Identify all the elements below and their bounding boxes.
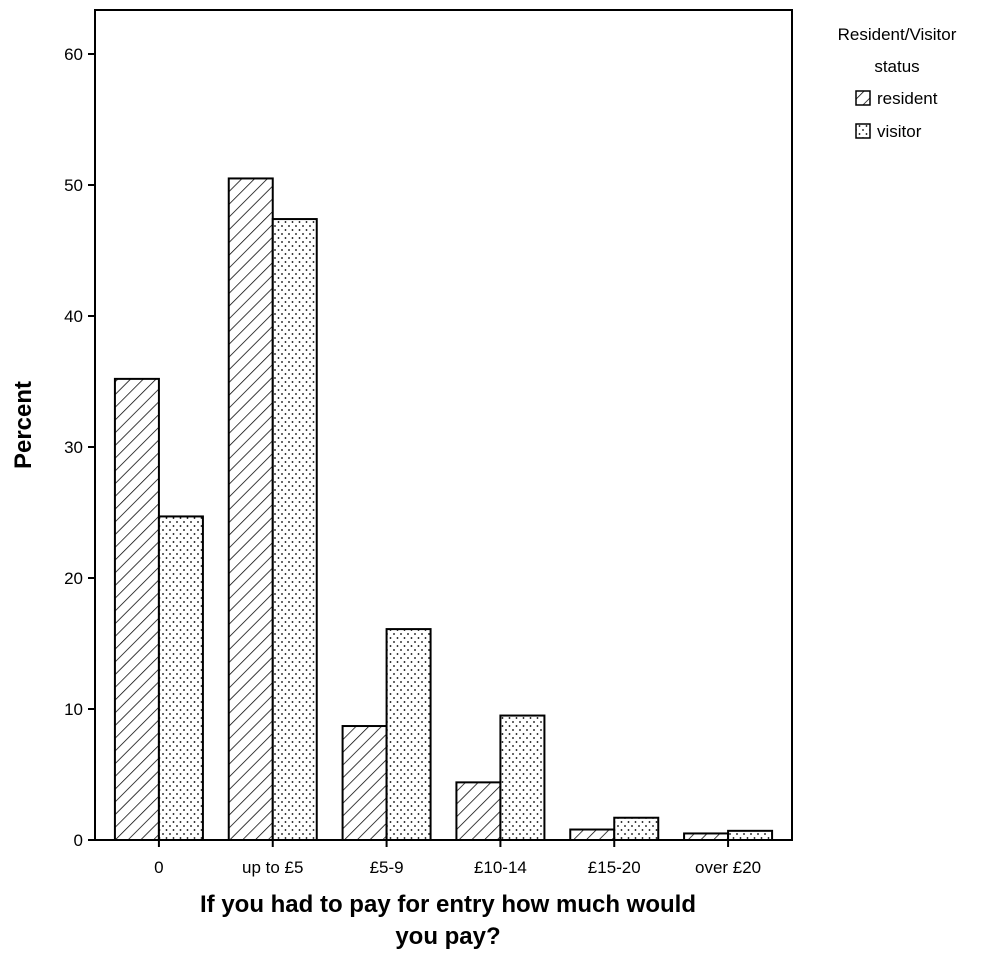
x-axis-title-line-2: you pay? bbox=[395, 923, 500, 950]
y-tick-label: 30 bbox=[64, 438, 83, 457]
y-tick-label: 40 bbox=[64, 307, 83, 326]
bar-resident-4 bbox=[569, 828, 616, 842]
bar-resident-0 bbox=[113, 377, 160, 841]
bar-resident-5 bbox=[683, 832, 730, 842]
y-tick-label: 10 bbox=[64, 700, 83, 719]
bar-visitor-4 bbox=[613, 816, 660, 841]
y-tick-label: 50 bbox=[64, 176, 83, 195]
bar-resident-1 bbox=[227, 177, 274, 841]
y-tick-label: 20 bbox=[64, 569, 83, 588]
legend-label-visitor: visitor bbox=[877, 122, 922, 141]
bar-visitor-3 bbox=[499, 714, 546, 841]
bar-visitor-5 bbox=[727, 829, 774, 842]
bar-visitor-0 bbox=[157, 515, 204, 841]
x-tick-label: up to £5 bbox=[242, 858, 303, 877]
legend-title-line-1: Resident/Visitor bbox=[838, 25, 957, 44]
bar-resident-3 bbox=[455, 781, 502, 841]
legend-label-resident: resident bbox=[877, 89, 938, 108]
y-axis: 0 10 20 30 40 50 60 bbox=[64, 45, 95, 850]
bar-resident-2 bbox=[341, 725, 388, 842]
x-tick-label: £15-20 bbox=[588, 858, 641, 877]
x-tick-label: £5-9 bbox=[370, 858, 404, 877]
x-tick-label: 0 bbox=[154, 858, 163, 877]
legend: Resident/Visitor status resident visitor bbox=[838, 25, 957, 141]
y-tick-label: 0 bbox=[74, 831, 83, 850]
bar-visitor-2 bbox=[385, 628, 432, 842]
x-tick-label: £10-14 bbox=[474, 858, 527, 877]
bars bbox=[113, 177, 774, 842]
legend-title-line-2: status bbox=[874, 57, 919, 76]
plot-frame bbox=[94, 9, 793, 841]
legend-swatch-visitor bbox=[855, 123, 871, 139]
x-axis: 0 up to £5 £5-9 £10-14 £15-20 over £20 bbox=[154, 840, 761, 877]
x-axis-title-line-1: If you had to pay for entry how much wou… bbox=[200, 891, 696, 918]
legend-swatch-resident bbox=[855, 90, 871, 106]
x-tick-label: over £20 bbox=[695, 858, 761, 877]
y-axis-title: Percent bbox=[10, 381, 37, 469]
y-tick-label: 60 bbox=[64, 45, 83, 64]
bar-visitor-1 bbox=[271, 218, 318, 841]
